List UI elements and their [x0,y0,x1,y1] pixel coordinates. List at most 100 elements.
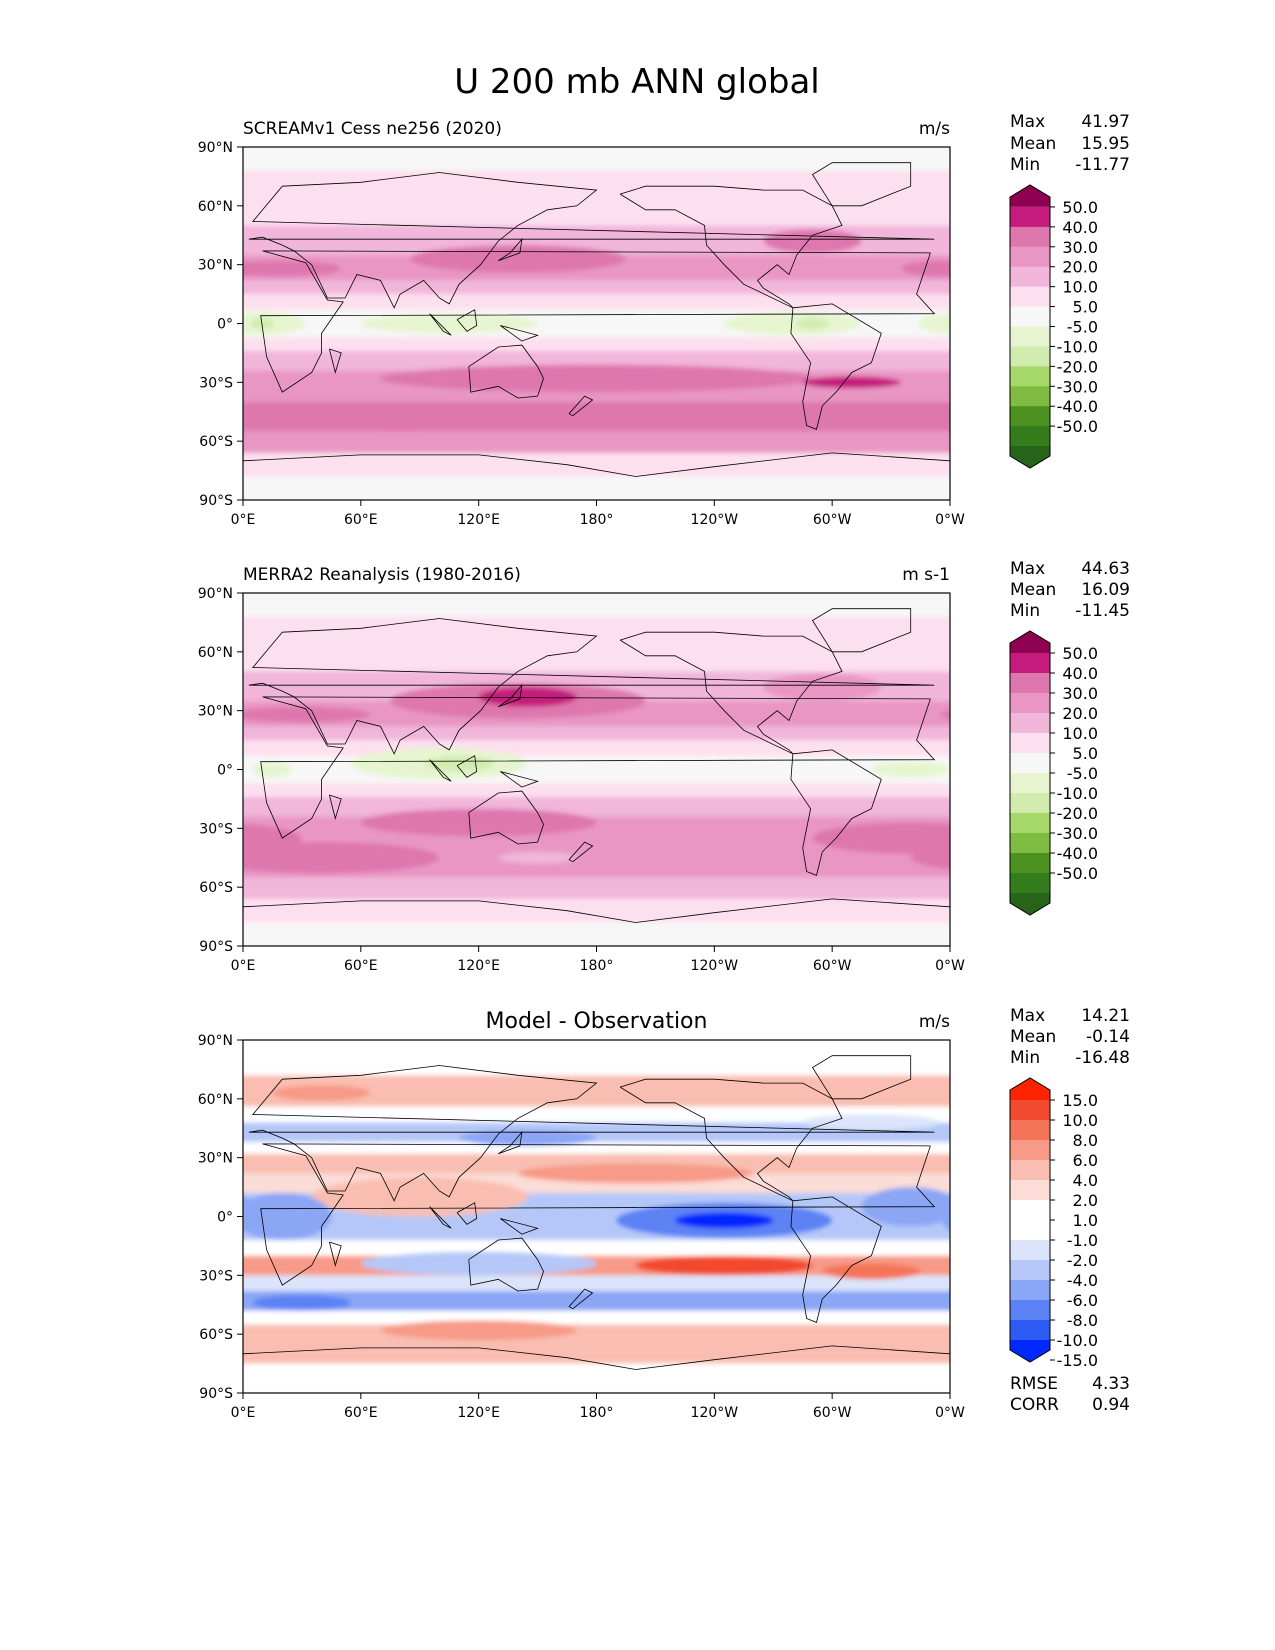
contour-band [243,1310,950,1325]
colorbar-tick-label: -40.0 [1057,397,1098,416]
colorbar-segment [1010,226,1050,248]
y-tick-label: 90°N [198,1033,233,1049]
y-tick-label: 30°N [198,258,233,274]
coastline [260,250,936,393]
colorbar-segment [1010,1260,1050,1281]
colorbar-tick-label: 1.0 [1073,1211,1098,1230]
colorbar-tick-label: -40.0 [1057,844,1098,863]
coastline [243,898,950,923]
x-tick-label: 120°E [457,512,500,528]
panel-units: m/s [919,1012,950,1032]
stat-label-mean: Mean [1010,134,1056,154]
stat-label-rmse: RMSE [1010,1374,1058,1394]
colorbar-tick-label: -5.0 [1067,318,1098,337]
x-tick-label: 60°W [813,1405,852,1421]
colorbar-segment [1010,1120,1050,1141]
x-tick-label: 120°W [691,958,739,974]
colorbar-outline [1009,630,1051,916]
x-tick-label: 0°E [231,512,256,528]
coastline [260,1143,936,1286]
colorbar-segment [1010,653,1050,674]
colorbar-tick-label: -30.0 [1057,824,1098,843]
contour-band [243,796,950,817]
contour-band [243,877,950,899]
x-tick-label: 0°W [935,958,965,974]
x-tick-label: 60°E [344,958,378,974]
colorbar-segment [1010,306,1050,327]
y-tick-label: 30°S [199,821,233,837]
colorbar-segment [1010,733,1050,754]
coastline [500,1218,539,1235]
panel-title: MERRA2 Reanalysis (1980-2016) [243,565,521,585]
x-tick-label: 60°E [344,512,378,528]
contour-region [252,1294,352,1311]
colorbar-tick-label: -20.0 [1057,804,1098,823]
contour-band [243,616,950,672]
contour-region [822,1263,921,1280]
panel-3: Model - Observation m/s 0°E 60°E 120°E 180° 12… [198,1006,1130,1421]
contour-band [243,1040,950,1076]
colorbar: 15.010.08.06.04.02.01.0-1.0-2.0-4.0-6.0-… [1009,1077,1098,1370]
colorbar-segment [1010,853,1050,874]
colorbar-tick-label: -5.0 [1067,764,1098,783]
contour-region [517,1163,754,1184]
contour-region [360,1251,597,1276]
stat-label-max: Max [1010,1006,1045,1026]
colorbar-extend-min [1010,446,1050,468]
contour-region [243,260,273,277]
panel-1: SCREAMv1 Cess ne256 (2020) m/s 0°E 60°E 120°… [198,112,1130,528]
coastline [790,1196,882,1323]
colorbar-segment [1010,246,1050,268]
coastline [456,309,478,332]
colorbar-tick-label: -8.0 [1067,1311,1098,1330]
colorbar-segment [1010,266,1050,288]
y-tick-label: 90°S [199,493,233,509]
contour-band [243,170,950,226]
coastline [429,759,452,782]
colorbar-tick-label: -15.0 [1057,1351,1098,1370]
contour-band [243,1275,950,1292]
y-tick-label: 0° [217,317,233,333]
colorbar-segment [1010,833,1050,854]
colorbar-segment [1010,693,1050,714]
map-field [243,1040,950,1393]
colorbar-segment [1010,813,1050,834]
contour-region [243,706,371,723]
contour-region [910,846,950,870]
coastline [811,608,912,653]
contour-band [243,1291,950,1311]
x-tick-label: 0°E [231,1405,256,1421]
coastline [456,1202,478,1225]
colorbar-segment [1010,1220,1050,1241]
contour-region [380,364,813,393]
y-tick-label: 60°N [198,199,233,215]
stat-value-mean: 16.09 [1081,580,1130,600]
contour-region [409,245,626,273]
contour-region [724,311,862,336]
colorbar-tick-label: -2.0 [1067,1251,1098,1270]
stat-value-mean: 15.95 [1081,134,1130,154]
colorbar: 50.040.030.020.010.05.0-5.0-10.0-20.0-30… [1009,630,1098,916]
colorbar-tick-label: 20.0 [1062,704,1098,723]
x-tick-label: 0°W [935,512,965,528]
contour-band [243,147,950,171]
colorbar-tick-label: 4.0 [1073,1171,1098,1190]
contour-region [380,1320,577,1341]
colorbar-tick-label: -1.0 [1067,1231,1098,1250]
coastline [790,303,882,430]
contour-band [243,1153,950,1174]
stat-label-min: Min [1010,1048,1040,1068]
coastline [500,325,539,342]
colorbar-tick-label: 50.0 [1062,198,1098,217]
panel-title: Model - Observation [486,1009,708,1034]
y-tick-label: 60°N [198,645,233,661]
y-tick-label: 30°S [199,1268,233,1284]
contour-region [243,260,342,277]
coastline [260,696,936,839]
colorbar-segment [1010,346,1050,367]
colorbar-segment [1010,873,1050,894]
colorbar-tick-label: 2.0 [1073,1191,1098,1210]
coastline [500,771,539,788]
colorbar-tick-label: -10.0 [1057,337,1098,356]
